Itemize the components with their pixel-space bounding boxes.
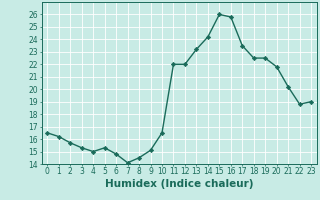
X-axis label: Humidex (Indice chaleur): Humidex (Indice chaleur) bbox=[105, 179, 253, 189]
